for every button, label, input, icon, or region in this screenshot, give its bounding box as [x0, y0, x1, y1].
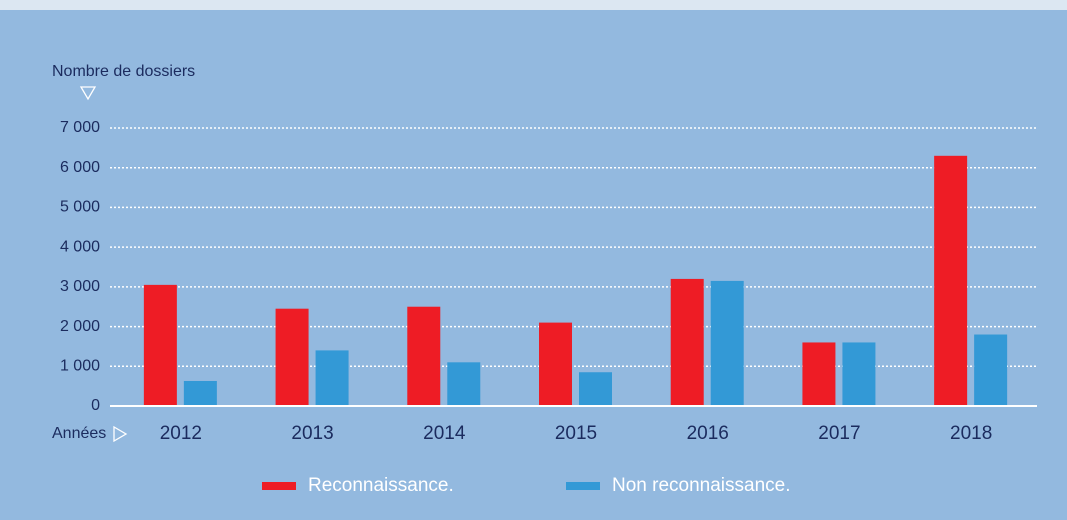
bar — [539, 322, 572, 406]
x-tick-label: 2013 — [291, 423, 333, 444]
x-tick-label: 2015 — [555, 423, 597, 444]
x-arrow — [113, 425, 128, 443]
bar — [407, 306, 441, 406]
bar — [143, 284, 177, 406]
legend-label: Reconnaissance. — [308, 475, 454, 496]
legend-swatch — [262, 482, 296, 490]
bar — [974, 334, 1008, 406]
y-tick-label: 0 — [91, 397, 100, 414]
bar — [670, 278, 704, 406]
x-tick-label: 2017 — [818, 423, 860, 444]
bar — [579, 372, 612, 406]
bar — [934, 155, 968, 406]
y-arrow — [79, 86, 97, 101]
x-axis-label: Années — [52, 425, 106, 442]
bar — [447, 362, 481, 406]
bar — [275, 308, 309, 406]
x-tick-label: 2012 — [160, 423, 202, 444]
x-tick-label: 2018 — [950, 423, 992, 444]
y-tick-label: 3 000 — [60, 278, 100, 295]
bar — [710, 280, 744, 406]
y-axis-label: Nombre de dossiers — [52, 63, 195, 80]
legend-swatch — [566, 482, 600, 490]
bar — [802, 342, 836, 406]
x-tick-label: 2016 — [687, 423, 729, 444]
bar — [842, 342, 876, 406]
legend-label: Non reconnaissance. — [612, 475, 791, 496]
y-tick-label: 4 000 — [60, 238, 100, 255]
y-tick-label: 5 000 — [60, 199, 100, 216]
y-tick-label: 1 000 — [60, 358, 100, 375]
y-tick-label: 2 000 — [60, 318, 100, 335]
x-tick-label: 2014 — [423, 423, 466, 444]
bar — [183, 380, 217, 406]
y-tick-label: 6 000 — [60, 159, 100, 176]
bar — [315, 350, 349, 406]
y-tick-label: 7 000 — [60, 119, 100, 136]
background — [0, 10, 1067, 520]
